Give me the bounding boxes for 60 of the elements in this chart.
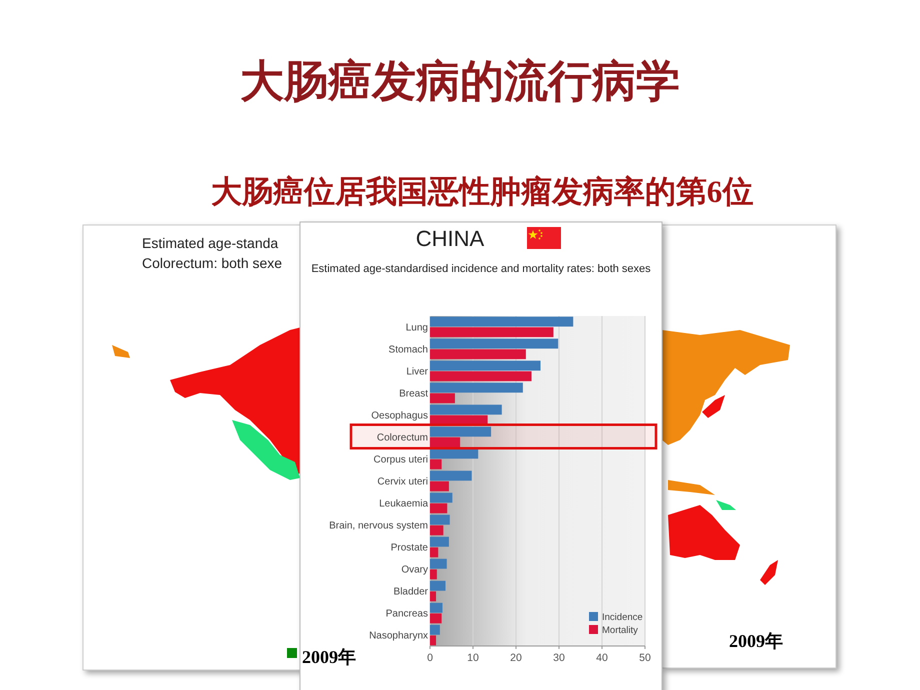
text: 2009年 — [729, 631, 783, 651]
y-tick-label: Nasopharynx — [369, 630, 428, 642]
bar — [430, 558, 447, 569]
bar — [430, 580, 446, 591]
y-tick-label: Bladder — [394, 586, 429, 598]
bar — [430, 514, 450, 525]
bar — [430, 459, 442, 470]
bar — [430, 536, 449, 547]
y-tick-label: Stomach — [388, 344, 428, 356]
y-tick-label: Colorectum — [376, 432, 428, 444]
text: CHINA — [416, 226, 485, 251]
bar — [430, 525, 444, 536]
x-tick-label: 50 — [639, 652, 651, 664]
x-tick-label: 0 — [427, 652, 434, 664]
bar — [430, 393, 455, 404]
y-tick-label: Pancreas — [386, 608, 428, 620]
y-tick-label: Ovary — [401, 564, 428, 576]
chart-subtitle: 大肠癌位居我国恶性肿瘤发病率的第6位 — [210, 174, 754, 209]
y-tick-label: Breast — [399, 388, 428, 400]
y-tick-label: Prostate — [390, 542, 428, 554]
y-tick-label: Corpus uteri — [374, 454, 428, 466]
bar — [430, 316, 574, 327]
text: Estimated age-standardised incidence and mortality rates: both sexes — [311, 263, 652, 275]
bar — [430, 360, 541, 371]
bar — [430, 481, 449, 492]
text: Colorectum: both sexe — [142, 255, 282, 271]
y-tick-label: Brain, nervous system — [329, 520, 428, 532]
legend-label: Mortality — [602, 625, 638, 636]
y-tick-label: Lung — [406, 322, 428, 334]
bar — [430, 624, 440, 635]
x-tick-label: 40 — [596, 652, 608, 664]
bar — [430, 503, 448, 514]
bar — [430, 349, 526, 360]
bar — [430, 470, 472, 481]
bar — [430, 327, 554, 338]
bar — [430, 448, 478, 459]
bar — [430, 382, 523, 393]
bar — [430, 602, 442, 613]
bar — [430, 492, 452, 503]
bar — [430, 569, 437, 580]
bar — [430, 437, 460, 448]
text: 2009年 — [302, 647, 356, 667]
y-tick-label: Oesophagus — [371, 410, 428, 422]
bar — [430, 635, 436, 646]
bar — [430, 547, 438, 558]
legend-label: Incidence — [602, 612, 643, 623]
x-tick-label: 20 — [510, 652, 522, 664]
y-tick-label: Cervix uteri — [377, 476, 428, 488]
bar — [430, 426, 492, 437]
text: Estimated age-standa — [142, 235, 278, 251]
bar — [430, 591, 436, 602]
bar — [430, 404, 502, 415]
bar — [430, 371, 532, 382]
y-tick-label: Leukaemia — [379, 498, 428, 510]
x-tick-label: 10 — [467, 652, 479, 664]
chart-title: 大肠癌发病的流行病学 — [240, 57, 680, 106]
y-tick-label: Liver — [406, 366, 429, 378]
x-tick-label: 30 — [553, 652, 565, 664]
bar — [430, 338, 558, 349]
bar — [430, 613, 442, 624]
